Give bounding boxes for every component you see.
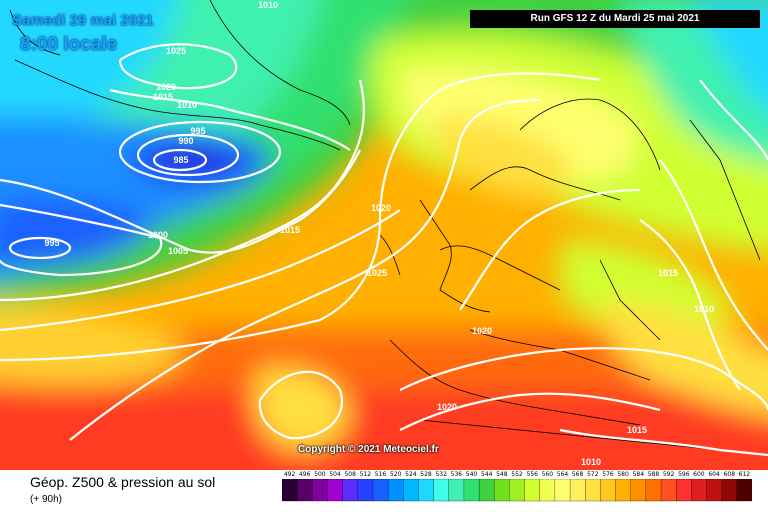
color-scale-swatch: [539, 479, 556, 502]
color-scale-swatch: [327, 479, 344, 502]
forecast-date: Samedi 29 mai 2021: [12, 12, 154, 29]
forecast-time: 8:00 locale: [20, 34, 118, 55]
isobar-lines: [0, 43, 768, 457]
isobar-label: 1020: [472, 326, 492, 336]
color-scale-label: 576: [602, 471, 614, 478]
color-scale: [282, 479, 752, 502]
footer-subtitle: (+ 90h): [30, 494, 62, 505]
color-scale-swatch: [448, 479, 465, 502]
color-scale-label: 572: [587, 471, 599, 478]
isobar-label: 1025: [367, 268, 387, 278]
isobar-label: 1015: [658, 268, 678, 278]
run-banner: Run GFS 12 Z du Mardi 25 mai 2021: [470, 10, 760, 28]
isobar-label: 1020: [371, 203, 391, 213]
copyright-notice: Copyright © 2021 Meteociel.fr: [298, 444, 439, 455]
isobar-label: 1000: [148, 230, 168, 240]
isobar-label: 995: [190, 126, 205, 136]
color-scale-swatch: [433, 479, 450, 502]
color-scale-swatch: [721, 479, 738, 502]
isobar-labels: 1010102510201015101099599098599510001005…: [44, 0, 714, 467]
geopotential-field: [0, 0, 768, 470]
color-scale-swatch: [706, 479, 723, 502]
coastlines: [9, 0, 761, 451]
color-scale-label: 504: [329, 471, 341, 478]
isobar-label: 1020: [437, 402, 457, 412]
color-scale-swatch: [297, 479, 313, 502]
color-scale-label: 588: [647, 471, 660, 478]
color-scale-swatch: [569, 479, 586, 502]
isobar-label: 1010: [694, 304, 714, 314]
color-scale-swatch: [615, 479, 632, 502]
color-scale-label: 544: [480, 471, 493, 478]
color-scale-label: 536: [450, 471, 463, 478]
color-scale-label: 580: [617, 471, 629, 478]
color-scale-label: 592: [662, 471, 675, 478]
color-scale-swatch: [554, 479, 571, 502]
isobar-label: 1020: [156, 82, 176, 92]
color-scale-swatch: [403, 479, 419, 502]
isobar-label: 1010: [581, 457, 601, 467]
color-scale-swatch: [509, 479, 526, 502]
color-scale-label: 608: [723, 471, 736, 478]
color-scale-label: 492: [283, 471, 296, 478]
color-scale-label: 604: [708, 471, 720, 478]
color-scale-label: 596: [678, 471, 690, 478]
color-scale-swatch: [736, 479, 752, 502]
color-scale-label: 532: [435, 471, 447, 478]
isobar-label: 1010: [177, 100, 197, 110]
color-scale-label: 524: [405, 471, 417, 478]
color-scale-label: 500: [314, 471, 326, 478]
color-scale-label: 560: [541, 471, 554, 478]
color-scale-label: 568: [571, 471, 584, 478]
isobar-label: 1010: [258, 0, 278, 10]
color-scale-swatch: [387, 479, 404, 502]
isobar-label: 985: [173, 155, 188, 165]
color-scale-swatch: [312, 479, 328, 502]
color-scale-label: 520: [389, 471, 402, 478]
weather-map: 1010 1025 1020 1015 1010 995 990 985 995 1000 1005…: [0, 0, 768, 470]
color-scale-label: 600: [693, 471, 705, 478]
color-scale-swatch: [372, 479, 389, 502]
color-scale-label: 548: [496, 471, 508, 478]
footer-title: Géop. Z500 & pression au sol: [30, 474, 216, 490]
isobar-label: 995: [44, 238, 59, 248]
footer: Géop. Z500 & pression au sol (+ 90h) 492…: [0, 470, 768, 512]
color-scale-swatch: [676, 479, 692, 502]
color-scale-swatch: [585, 479, 601, 502]
color-scale-swatch: [630, 479, 647, 502]
color-scale-swatch: [418, 479, 435, 502]
color-scale-swatch: [691, 479, 707, 502]
color-scale-swatch: [342, 479, 359, 502]
color-scale-swatch: [600, 479, 617, 502]
color-scale-swatch: [645, 479, 662, 502]
color-scale-swatch: [524, 479, 541, 502]
color-scale-label: 528: [420, 471, 432, 478]
color-scale-label: 516: [374, 471, 387, 478]
color-scale-label: 512: [359, 471, 372, 478]
color-scale-label: 496: [298, 471, 311, 478]
color-scale-swatch: [660, 479, 677, 502]
color-scale-labels: 492 496 500 504 508 512 516 520 524 528 532 536 540 5…: [282, 471, 752, 479]
color-scale-label: 552: [511, 471, 523, 478]
isobar-label: 1015: [280, 225, 300, 235]
map-graphics: 1010102510201015101099599098599510001005…: [0, 0, 768, 470]
color-scale-label: 508: [344, 471, 356, 478]
isobar-label: 1025: [166, 46, 186, 56]
isobar-label: 1015: [153, 92, 173, 102]
color-scale-label: 612: [738, 471, 751, 478]
color-scale-swatch: [494, 479, 510, 502]
color-scale-swatch: [357, 479, 374, 502]
color-scale-swatch: [478, 479, 495, 502]
color-scale-label: 540: [465, 471, 478, 478]
color-scale-label: 584: [632, 471, 645, 478]
isobar-label: 990: [178, 136, 193, 146]
color-scale-label: 556: [526, 471, 538, 478]
color-scale-label: 564: [556, 471, 569, 478]
color-scale-swatch: [463, 479, 480, 502]
color-scale-swatch: [282, 479, 298, 502]
isobar-label: 1005: [168, 246, 188, 256]
isobar-label: 1015: [627, 425, 647, 435]
